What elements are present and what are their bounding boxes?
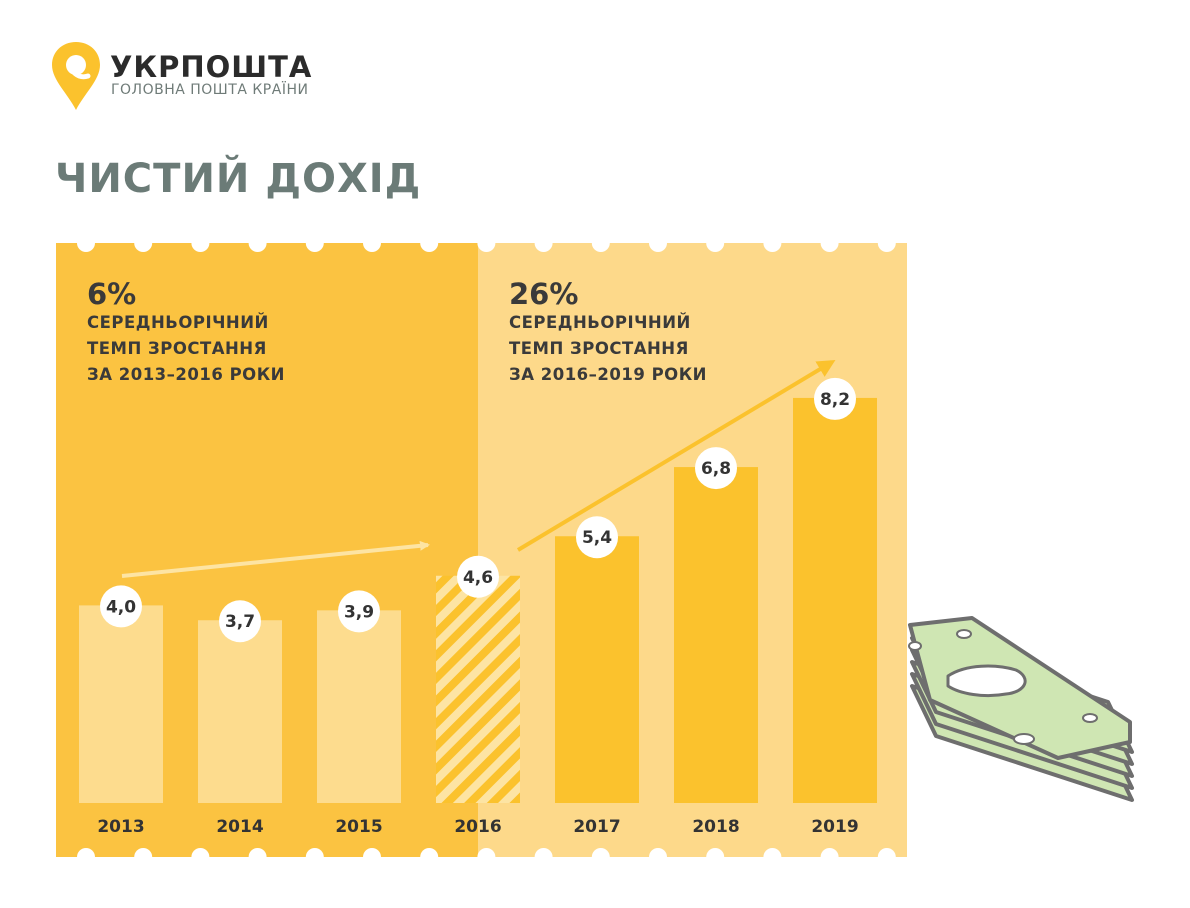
page-title: ЧИСТИЙ ДОХІД [55, 156, 422, 202]
growth-arrow-2016-2019 [516, 359, 836, 552]
perforation-notch [534, 234, 553, 252]
value-badge-2019 [814, 377, 856, 420]
year-label-2018: 2018 [692, 817, 739, 837]
bar-2013 [79, 605, 163, 803]
value-label-2014: 3,7 [225, 612, 255, 632]
perforation-notch [649, 234, 667, 252]
perforation-notch [477, 848, 496, 866]
perforation-notch [77, 234, 95, 252]
perforation-notch [649, 848, 667, 866]
perforation-notch [706, 234, 725, 252]
perforation-notch [305, 848, 324, 866]
value-label-2016: 4,6 [463, 568, 493, 588]
perforation-notch [77, 848, 95, 866]
growth-rate-2016-2019: 26% [509, 277, 579, 311]
growth-rate-2013-2016: 6% [87, 277, 137, 311]
growth-arrow-2013-2016 [121, 540, 430, 578]
bar-2017 [555, 536, 639, 803]
value-badge-2015 [338, 590, 380, 633]
perforation-notch [134, 234, 153, 252]
perforation-notch [191, 234, 210, 252]
perforation-notch [706, 848, 725, 866]
perforation-notch [420, 848, 439, 866]
value-label-2019: 8,2 [820, 390, 850, 410]
year-label-2019: 2019 [811, 817, 858, 837]
perforation-notch [248, 234, 267, 252]
perforation-notch [477, 234, 496, 252]
value-badge-2013 [100, 585, 142, 628]
value-label-2018: 6,8 [701, 459, 731, 479]
perforation-notch [134, 848, 153, 866]
perforation-notch [191, 848, 210, 866]
growth-caption-2013-2016: СЕРЕДНЬОРІЧНИЙ ТЕМП ЗРОСТАННЯ ЗА 2013–20… [87, 310, 285, 388]
value-badge-2017 [576, 516, 618, 559]
bar-2016 [436, 575, 520, 803]
bar-2019 [793, 397, 877, 803]
perforation-notch [591, 234, 610, 252]
year-label-2016: 2016 [454, 817, 501, 837]
growth-caption-2016-2019: СЕРЕДНЬОРІЧНИЙ ТЕМП ЗРОСТАННЯ ЗА 2016–20… [509, 310, 707, 388]
value-label-2013: 4,0 [106, 597, 136, 617]
year-label-2013: 2013 [97, 817, 144, 837]
perforation-notch [820, 234, 839, 252]
perforation-notch [763, 848, 782, 866]
perforation-notch [877, 848, 896, 866]
stamp-perforation-edges [77, 234, 896, 866]
money-stack-illustration [908, 616, 1134, 802]
value-label-2017: 5,4 [582, 528, 612, 548]
growth-caption-line: ТЕМП ЗРОСТАННЯ [509, 339, 689, 358]
perforation-notch [420, 234, 439, 252]
growth-caption-line: СЕРЕДНЬОРІЧНИЙ [87, 313, 269, 332]
year-label-2017: 2017 [573, 817, 620, 837]
growth-caption-line: ЗА 2013–2016 РОКИ [87, 365, 285, 384]
growth-caption-line: СЕРЕДНЬОРІЧНИЙ [509, 313, 691, 332]
value-badge-2016 [457, 555, 499, 598]
perforation-notch [591, 848, 610, 866]
perforation-notch [820, 848, 839, 866]
value-badge-2018 [695, 447, 737, 490]
perforation-notch [248, 848, 267, 866]
perforation-notch [534, 848, 553, 866]
value-badge-2014 [219, 600, 261, 643]
bar-2018 [674, 467, 758, 803]
year-label-2014: 2014 [216, 817, 263, 837]
bar-2015 [317, 610, 401, 803]
perforation-notch [305, 234, 324, 252]
location-pin-logo-icon [52, 42, 100, 110]
growth-caption-line: ЗА 2016–2019 РОКИ [509, 365, 707, 384]
brand-name: УКРПОШТА [110, 50, 313, 84]
bar-2014 [198, 620, 282, 803]
perforation-notch [763, 234, 782, 252]
brand-tagline: ГОЛОВНА ПОШТА КРАЇНИ [111, 82, 309, 98]
year-label-2015: 2015 [335, 817, 382, 837]
perforation-notch [363, 234, 381, 252]
perforation-notch [877, 234, 896, 252]
perforation-notch [363, 848, 381, 866]
value-label-2015: 3,9 [344, 602, 374, 622]
growth-caption-line: ТЕМП ЗРОСТАННЯ [87, 339, 267, 358]
